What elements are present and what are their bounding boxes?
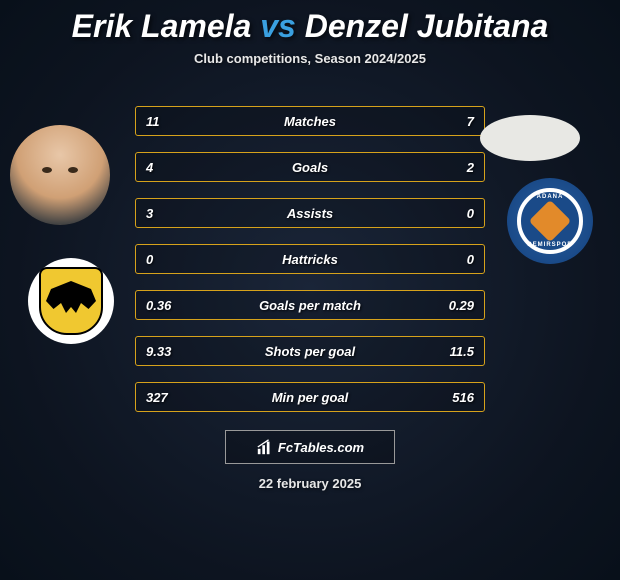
stat-label: Hattricks — [196, 252, 424, 267]
stat-right: 516 — [424, 390, 474, 405]
aek-eagle-icon — [46, 281, 96, 321]
stat-label: Matches — [196, 114, 424, 129]
footer-date: 22 february 2025 — [0, 476, 620, 491]
stat-row-hattricks: 0 Hattricks 0 — [135, 244, 485, 274]
player1-name: Erik Lamela — [72, 8, 252, 44]
stat-right: 2 — [424, 160, 474, 175]
stat-left: 327 — [146, 390, 196, 405]
subtitle: Club competitions, Season 2024/2025 — [0, 51, 620, 66]
stat-label: Goals — [196, 160, 424, 175]
stat-row-goals: 4 Goals 2 — [135, 152, 485, 182]
stat-label: Goals per match — [196, 298, 424, 313]
stat-row-shots-per-goal: 9.33 Shots per goal 11.5 — [135, 336, 485, 366]
player1-face-placeholder — [10, 125, 110, 225]
stat-left: 11 — [146, 114, 196, 129]
player2-name: Denzel Jubitana — [305, 8, 549, 44]
player2-portrait — [480, 115, 580, 161]
stat-label: Shots per goal — [196, 344, 424, 359]
adana-text-bot: DEMIRSPOR — [527, 242, 572, 248]
aek-shield — [39, 267, 103, 335]
stat-left: 3 — [146, 206, 196, 221]
player1-portrait — [10, 125, 110, 225]
stat-row-min-per-goal: 327 Min per goal 516 — [135, 382, 485, 412]
stat-right: 11.5 — [424, 344, 474, 359]
vs-separator: vs — [260, 8, 296, 44]
stat-row-assists: 3 Assists 0 — [135, 198, 485, 228]
site-name: FcTables.com — [278, 440, 364, 455]
stat-left: 4 — [146, 160, 196, 175]
stat-left: 9.33 — [146, 344, 196, 359]
chart-icon — [256, 438, 274, 456]
stat-left: 0 — [146, 252, 196, 267]
stats-container: 11 Matches 7 4 Goals 2 3 Assists 0 0 Hat… — [135, 106, 485, 412]
stat-right: 0 — [424, 206, 474, 221]
club1-badge — [28, 258, 114, 344]
stat-row-matches: 11 Matches 7 — [135, 106, 485, 136]
stat-label: Min per goal — [196, 390, 424, 405]
site-logo-box: FcTables.com — [225, 430, 395, 464]
page-title: Erik Lamela vs Denzel Jubitana — [0, 0, 620, 45]
adana-inner-icon — [529, 200, 571, 242]
stat-label: Assists — [196, 206, 424, 221]
stat-right: 0.29 — [424, 298, 474, 313]
stat-left: 0.36 — [146, 298, 196, 313]
stat-right: 7 — [424, 114, 474, 129]
stat-row-goals-per-match: 0.36 Goals per match 0.29 — [135, 290, 485, 320]
adana-ring: ADANA DEMIRSPOR — [517, 188, 583, 254]
club2-badge: ADANA DEMIRSPOR — [507, 178, 593, 264]
adana-text-top: ADANA — [537, 194, 564, 200]
stat-right: 0 — [424, 252, 474, 267]
